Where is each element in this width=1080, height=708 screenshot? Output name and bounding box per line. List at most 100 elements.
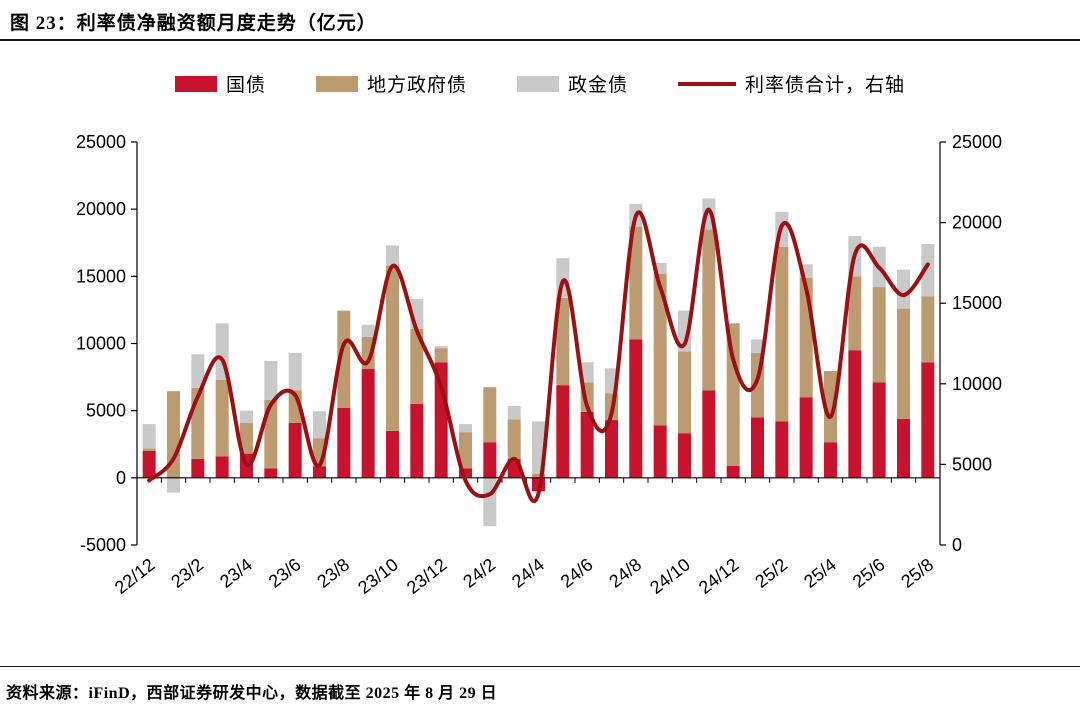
x-axis-tick-label: 24/12 xyxy=(695,554,743,597)
right-axis-tick-label: 25000 xyxy=(952,132,1002,152)
x-axis-tick-label: 23/4 xyxy=(216,554,256,591)
bar-segment xyxy=(921,244,935,297)
bar-segment xyxy=(751,417,764,478)
bar-segment xyxy=(824,371,837,443)
left-axis-tick-label: 25000 xyxy=(76,132,126,152)
bar-segment xyxy=(580,412,594,478)
legend-item-local-gov: 地方政府债 xyxy=(315,70,467,97)
bar-segment xyxy=(386,265,399,431)
legend-label: 国债 xyxy=(225,75,266,96)
right-axis-tick-label: 10000 xyxy=(952,374,1002,394)
bar-segment xyxy=(921,362,935,478)
x-axis-tick-label: 23/8 xyxy=(313,554,353,591)
right-axis-tick-label: 15000 xyxy=(952,293,1002,313)
bar-segment xyxy=(678,351,691,434)
x-axis-tick-label: 24/6 xyxy=(557,554,597,591)
x-axis-tick-label: 23/6 xyxy=(265,554,305,591)
left-axis-tick-label: 5000 xyxy=(86,401,126,421)
bar-segment xyxy=(629,226,643,340)
bar-segment xyxy=(410,403,424,478)
x-axis-tick-label: 24/8 xyxy=(605,554,645,591)
policy-bank-swatch-icon xyxy=(517,75,559,92)
bar-segment xyxy=(386,430,399,478)
bar-segment xyxy=(483,477,497,527)
bar-segment xyxy=(142,448,156,451)
right-axis-tick-label: 0 xyxy=(952,535,962,555)
bar-segment xyxy=(240,422,253,454)
legend-item-treasury: 国债 xyxy=(174,70,266,97)
bar-segment xyxy=(410,328,424,404)
left-axis-tick-label: -5000 xyxy=(80,535,126,555)
bar-segment xyxy=(556,385,570,478)
bar-segment xyxy=(897,418,910,478)
source-note: 资料来源：iFinD，西部证券研发中心，数据截至 2025 年 8 月 29 日 xyxy=(6,685,498,702)
left-axis-tick-label: 15000 xyxy=(76,266,126,286)
bar-segment xyxy=(507,419,521,460)
bar-segment xyxy=(605,420,618,478)
bar-segment xyxy=(264,468,278,478)
bar-segment xyxy=(897,269,910,309)
right-axis-tick-label: 20000 xyxy=(952,213,1002,233)
bar-segment xyxy=(288,422,302,478)
bar-segment xyxy=(702,390,716,478)
legend-item-total-line: 利率债合计，右轴 xyxy=(678,70,905,97)
bar-segment xyxy=(483,387,497,443)
bar-segment xyxy=(337,310,351,408)
bar-segment xyxy=(872,382,886,478)
bar-segment xyxy=(288,352,302,391)
bar-segment xyxy=(872,287,886,383)
x-axis-tick-label: 23/2 xyxy=(167,554,207,591)
bar-segment xyxy=(434,348,448,363)
x-axis-tick-label: 24/4 xyxy=(508,554,548,591)
bar-segment xyxy=(921,296,935,363)
bar-segment xyxy=(653,262,667,274)
legend-label: 利率债合计，右轴 xyxy=(745,75,906,96)
bar-segment xyxy=(434,346,448,349)
x-axis-tick-label: 25/2 xyxy=(751,554,791,591)
bar-segment xyxy=(678,433,691,478)
bar-segment xyxy=(556,297,570,386)
bar-segment xyxy=(215,379,229,457)
bar-segment xyxy=(191,459,205,478)
bar-segment xyxy=(459,424,472,433)
bar-segment xyxy=(313,411,326,439)
bar-segment xyxy=(824,442,837,478)
bar-segment xyxy=(386,245,399,266)
total-line-swatch-icon xyxy=(678,81,737,86)
bar-segment xyxy=(848,350,862,478)
bar-segment xyxy=(191,354,205,388)
x-axis-tick-label: 25/8 xyxy=(897,554,937,591)
footer-row: 资料来源：iFinD，西部证券研发中心，数据截至 2025 年 8 月 29 日 xyxy=(0,666,1080,702)
x-axis-tick-label: 23/10 xyxy=(354,554,402,597)
legend-label: 地方政府债 xyxy=(366,75,467,96)
left-axis-tick-label: 10000 xyxy=(76,334,126,354)
bar-segment xyxy=(459,468,472,478)
bar-segment xyxy=(726,323,740,466)
bar-segment xyxy=(775,246,789,422)
bar-segment xyxy=(142,450,156,478)
bar-segment xyxy=(897,308,910,419)
bar-segment xyxy=(240,410,253,423)
x-axis-tick-label: 23/12 xyxy=(403,554,451,597)
treasury-swatch-icon xyxy=(174,75,217,92)
x-axis-tick-label: 24/2 xyxy=(459,554,499,591)
bar-segment xyxy=(629,339,643,478)
bar-segment xyxy=(726,465,740,478)
bar-segment xyxy=(361,369,375,478)
bar-segment xyxy=(361,324,375,337)
legend-label: 政金债 xyxy=(568,75,629,96)
chart-title: 图 23：利率债净融资额月度走势（亿元） xyxy=(10,13,377,34)
bar-segment xyxy=(337,407,351,478)
bar-segment xyxy=(313,466,326,478)
bar-segment xyxy=(580,362,594,383)
bar-segment xyxy=(215,456,229,478)
bar-segment xyxy=(167,477,180,493)
left-axis-tick-label: 0 xyxy=(116,468,126,488)
local-gov-swatch-icon xyxy=(315,75,358,92)
x-axis-tick-label: 22/12 xyxy=(111,554,159,597)
bar-segment xyxy=(507,405,521,420)
x-axis-tick-label: 25/4 xyxy=(800,554,840,591)
bar-segment xyxy=(848,276,862,351)
legend-item-policy-bank: 政金债 xyxy=(517,70,628,97)
